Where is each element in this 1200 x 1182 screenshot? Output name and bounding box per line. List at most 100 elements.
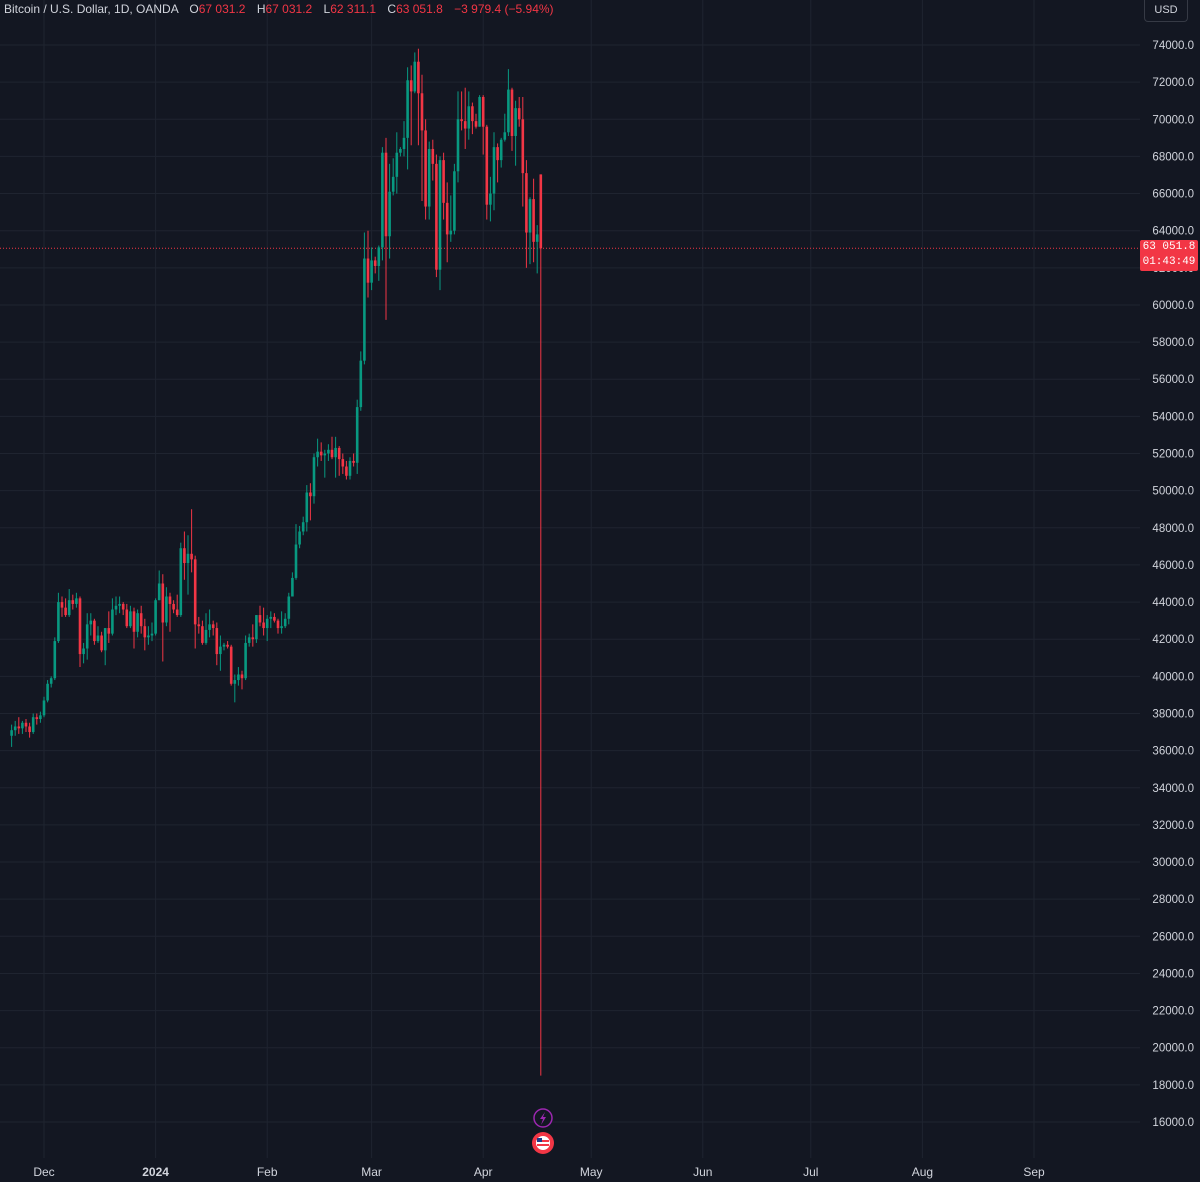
candle[interactable] [136, 609, 139, 638]
candle[interactable] [57, 592, 60, 643]
candle[interactable] [186, 535, 190, 595]
candle[interactable] [323, 449, 327, 478]
candle[interactable] [521, 96, 525, 207]
candle[interactable] [489, 176, 492, 222]
candle[interactable] [453, 163, 456, 235]
candle[interactable] [49, 676, 53, 688]
candle[interactable] [280, 611, 283, 634]
event-markers[interactable] [532, 1108, 554, 1154]
candle[interactable] [265, 615, 269, 642]
candle[interactable] [363, 232, 366, 365]
candle[interactable] [219, 635, 222, 671]
candle[interactable] [42, 696, 46, 718]
candle[interactable] [334, 436, 337, 478]
candle[interactable] [402, 121, 406, 157]
candle[interactable] [172, 600, 175, 614]
candle[interactable] [406, 67, 409, 170]
candle[interactable] [237, 667, 240, 686]
candle[interactable] [409, 65, 413, 146]
candle[interactable] [492, 132, 496, 211]
candle[interactable] [211, 620, 215, 636]
candle[interactable] [341, 453, 345, 474]
currency-button[interactable]: USD [1144, 0, 1188, 22]
candle[interactable] [276, 618, 280, 634]
candle[interactable] [273, 613, 276, 623]
candle[interactable] [449, 195, 453, 242]
candle[interactable] [535, 225, 539, 274]
candle[interactable] [10, 724, 13, 747]
candle[interactable] [175, 594, 179, 617]
price-axis[interactable]: 16000.0 18000.0 20000.0 22000.0 24000.0 26000… [1152, 40, 1194, 1129]
candle[interactable] [496, 143, 499, 183]
candle[interactable] [233, 674, 237, 703]
candle[interactable] [391, 158, 395, 196]
symbol-title[interactable]: Bitcoin / U.S. Dollar, 1D, OANDA [4, 2, 179, 16]
candle[interactable] [262, 607, 265, 636]
candle[interactable] [111, 598, 114, 636]
candle[interactable] [89, 613, 93, 636]
candle[interactable] [352, 453, 355, 467]
candle[interactable] [60, 596, 64, 617]
candle[interactable] [460, 91, 463, 131]
candle[interactable] [244, 635, 247, 681]
candle[interactable] [215, 622, 219, 666]
candle[interactable] [539, 174, 543, 1076]
candle[interactable] [467, 91, 471, 140]
candle[interactable] [129, 605, 132, 629]
candle[interactable] [471, 102, 474, 135]
candle[interactable] [388, 163, 391, 259]
candle[interactable] [305, 485, 309, 532]
candle[interactable] [157, 570, 161, 601]
candle[interactable] [229, 644, 233, 686]
candle[interactable] [532, 178, 535, 263]
candle[interactable] [147, 626, 150, 645]
candle[interactable] [355, 399, 359, 474]
candle[interactable] [269, 611, 273, 629]
candle[interactable] [319, 442, 323, 461]
candle[interactable] [413, 52, 417, 94]
candle[interactable] [71, 594, 75, 610]
candle[interactable] [24, 719, 28, 733]
candle[interactable] [78, 596, 82, 668]
candle[interactable] [301, 516, 305, 536]
candle[interactable] [463, 87, 467, 149]
candle[interactable] [478, 95, 481, 127]
candle[interactable] [384, 137, 388, 320]
lightning-event-icon[interactable] [533, 1108, 553, 1128]
candle[interactable] [161, 574, 165, 662]
candle[interactable] [201, 620, 204, 645]
candle[interactable] [165, 587, 168, 627]
candle[interactable] [298, 525, 301, 549]
candle[interactable] [417, 48, 420, 146]
candle[interactable] [485, 124, 489, 220]
candle[interactable] [359, 351, 363, 411]
candle[interactable] [309, 483, 312, 521]
candle[interactable] [222, 642, 226, 651]
candle[interactable] [345, 460, 348, 480]
candle[interactable] [435, 154, 438, 278]
candle[interactable] [366, 230, 370, 298]
candle[interactable] [420, 74, 424, 201]
candle[interactable] [114, 596, 118, 616]
candle[interactable] [337, 446, 341, 476]
candle[interactable] [481, 95, 485, 155]
candle[interactable] [514, 100, 517, 166]
candle[interactable] [510, 87, 514, 151]
candle[interactable] [197, 616, 201, 634]
candle[interactable] [517, 96, 521, 127]
candle[interactable] [255, 615, 258, 643]
candle[interactable] [35, 713, 39, 725]
candle[interactable] [456, 91, 460, 183]
candle[interactable] [507, 69, 510, 136]
candle[interactable] [348, 457, 352, 480]
candle[interactable] [190, 509, 193, 573]
candle[interactable] [377, 245, 381, 281]
candle[interactable] [75, 592, 78, 608]
candle[interactable] [204, 613, 208, 645]
candle[interactable] [150, 622, 154, 642]
candle[interactable] [107, 611, 111, 643]
candle[interactable] [121, 602, 125, 616]
candle[interactable] [427, 141, 431, 220]
candle[interactable] [154, 598, 157, 636]
candle[interactable] [13, 720, 17, 736]
